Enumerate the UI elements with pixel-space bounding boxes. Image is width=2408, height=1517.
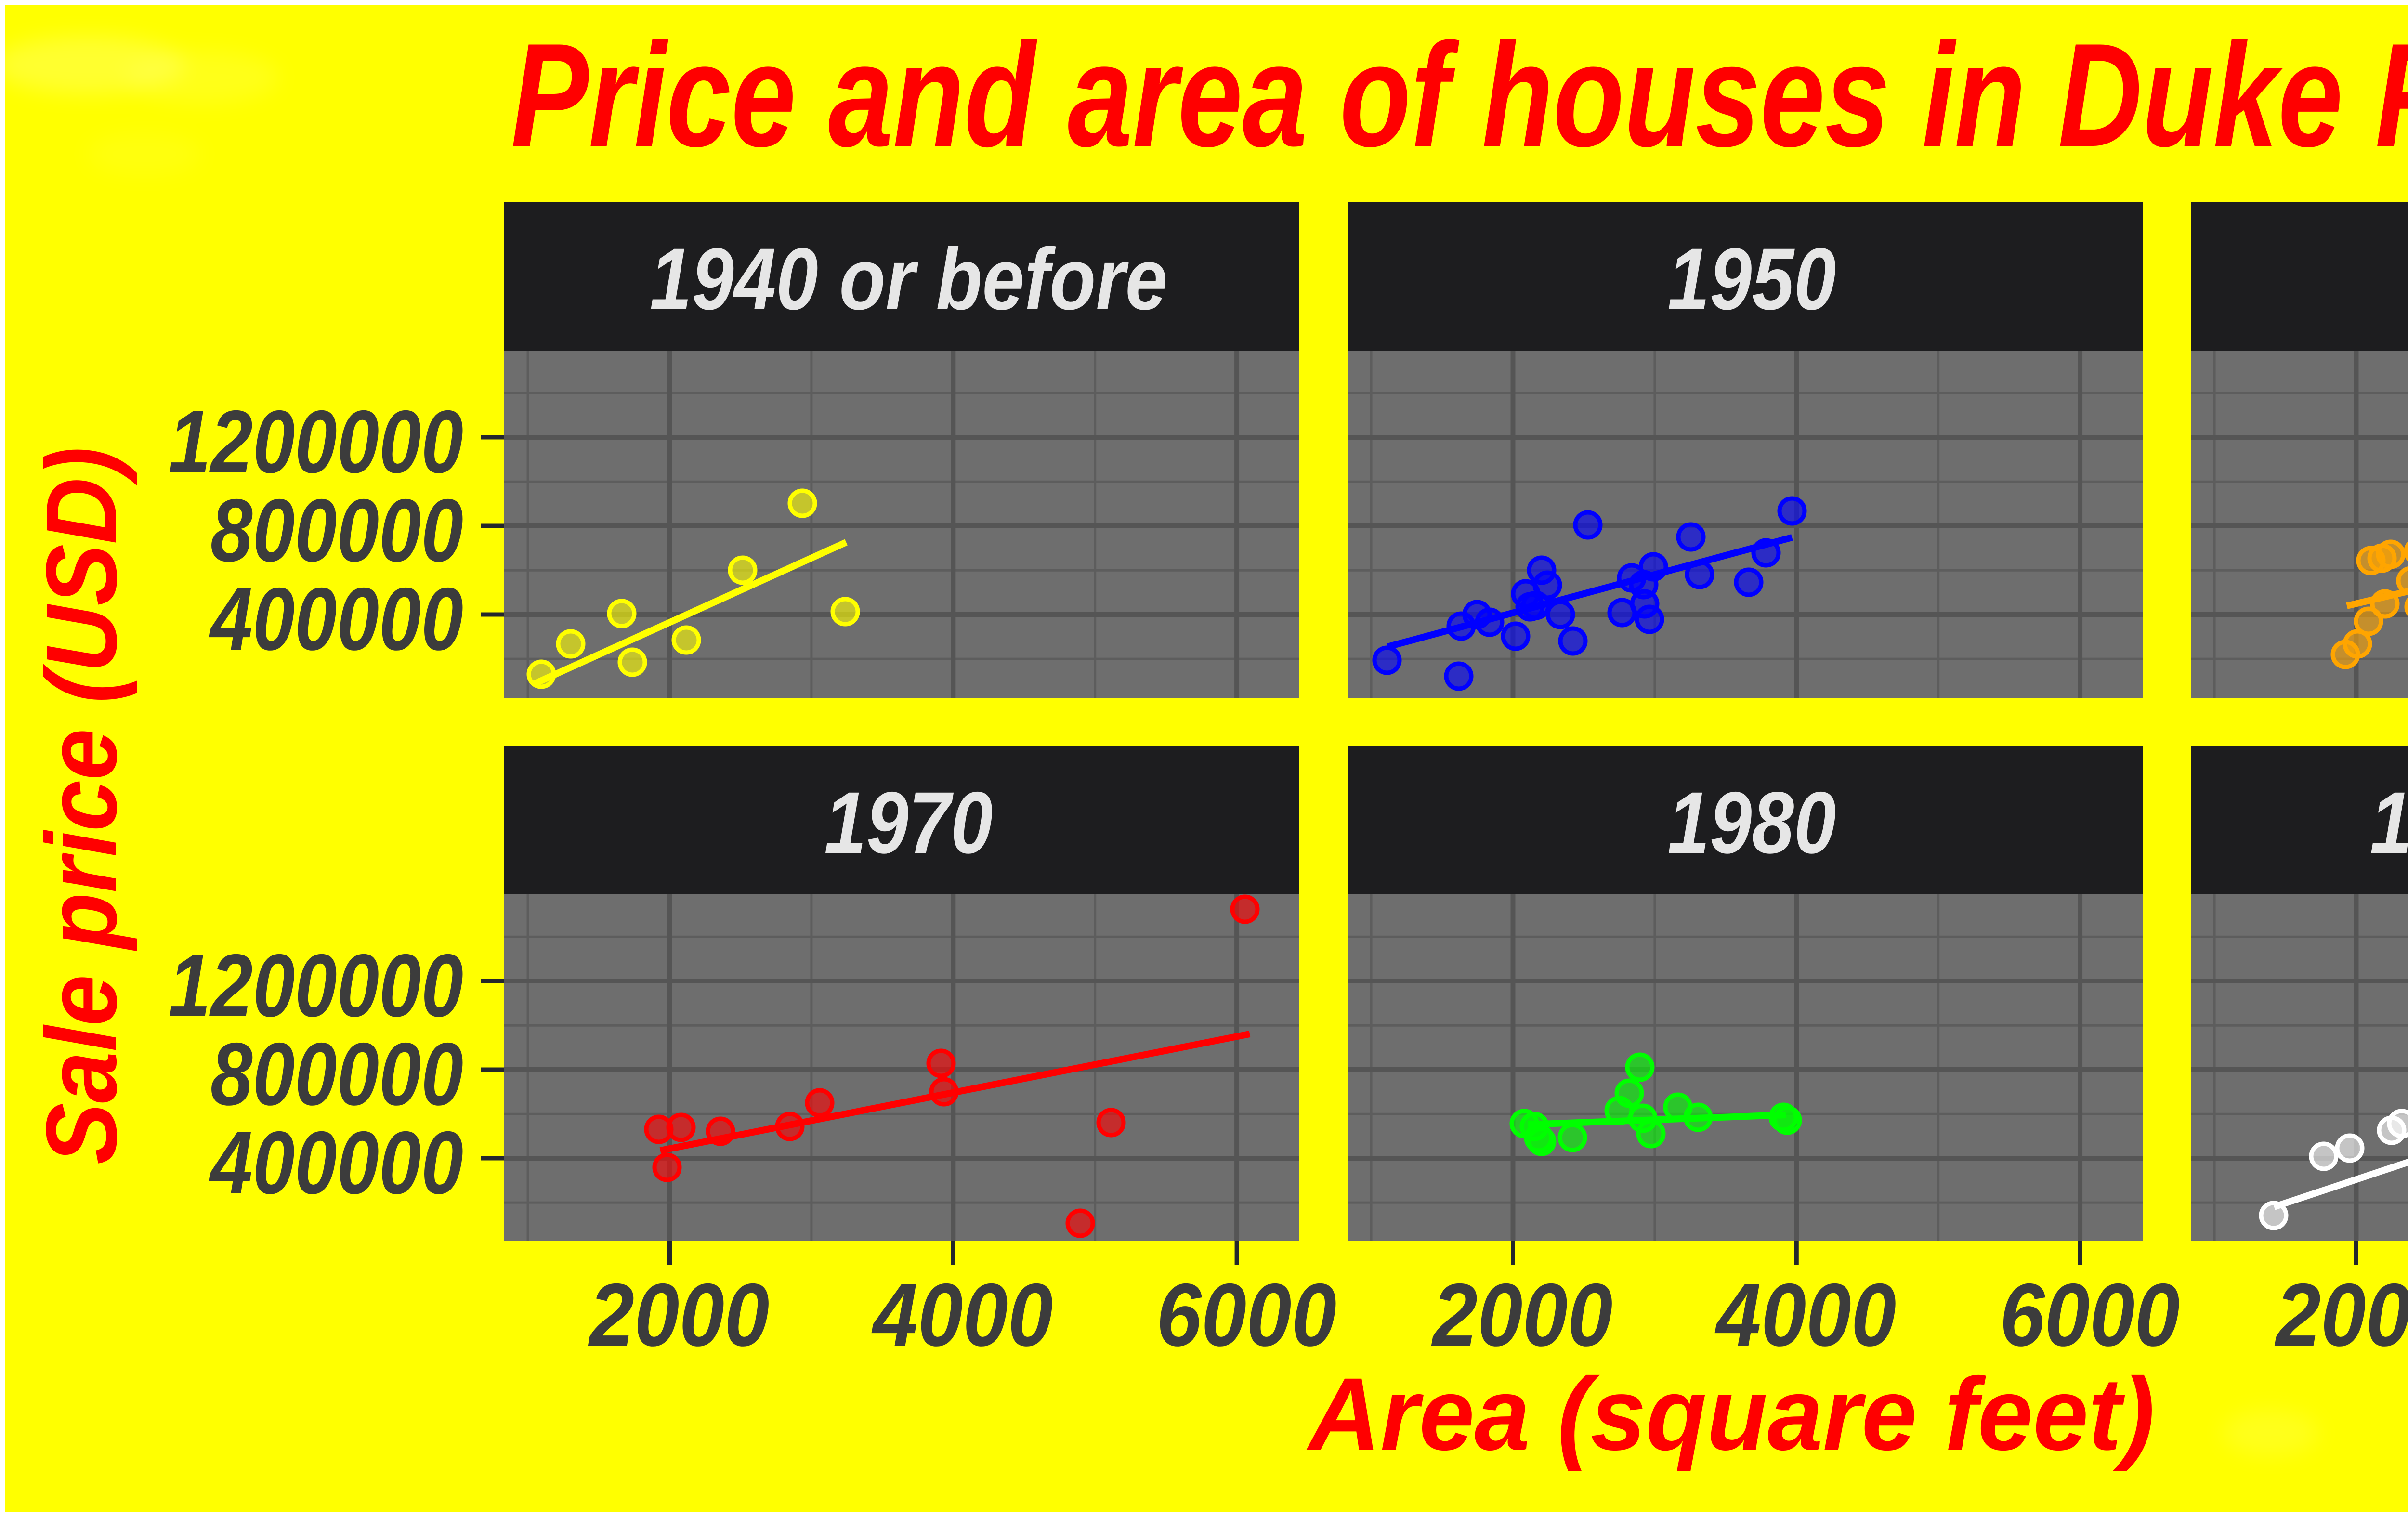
svg-text:1990 or after: 1990 or after <box>2370 773 2408 872</box>
svg-text:4000: 4000 <box>871 1266 1053 1365</box>
svg-text:800000: 800000 <box>210 1025 463 1124</box>
svg-text:1200000: 1200000 <box>169 392 463 492</box>
svg-text:1940 or before: 1940 or before <box>650 230 1167 328</box>
svg-text:1970: 1970 <box>824 773 993 872</box>
svg-text:2000: 2000 <box>588 1266 770 1365</box>
svg-text:800000: 800000 <box>210 481 463 580</box>
svg-text:400000: 400000 <box>209 1113 463 1213</box>
svg-text:6000: 6000 <box>1156 1266 1336 1365</box>
svg-text:4000: 4000 <box>1714 1266 1897 1365</box>
svg-text:Area (square feet): Area (square feet) <box>1306 1357 2155 1472</box>
svg-text:2000: 2000 <box>2275 1266 2408 1365</box>
svg-text:2000: 2000 <box>1431 1266 1613 1365</box>
svg-text:1980: 1980 <box>1668 773 1836 872</box>
svg-text:Sale price (USD): Sale price (USD) <box>26 447 138 1164</box>
svg-text:1950: 1950 <box>1668 230 1836 328</box>
svg-text:6000: 6000 <box>2000 1266 2180 1365</box>
svg-text:400000: 400000 <box>209 570 463 669</box>
svg-text:Price and area of houses in Du: Price and area of houses in Duke Forest <box>511 13 2408 177</box>
svg-text:1200000: 1200000 <box>169 936 463 1035</box>
